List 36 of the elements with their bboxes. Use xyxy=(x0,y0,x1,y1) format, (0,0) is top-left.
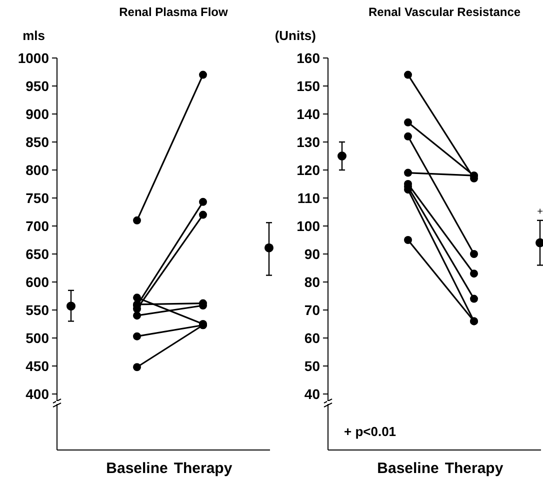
y-tick-label: 1000 xyxy=(18,50,50,66)
y-axis-title: mls xyxy=(22,28,45,43)
y-tick-label: 80 xyxy=(304,274,320,290)
x-tick-label: Baseline xyxy=(106,460,168,477)
y-axis-title: (Units) xyxy=(274,28,316,43)
y-tick-label: 800 xyxy=(26,162,50,178)
y-tick-label: 900 xyxy=(26,106,50,122)
y-tick-label: 750 xyxy=(26,190,50,206)
chart-title: Renal Vascular Resistance xyxy=(368,5,521,19)
y-tick-label: 40 xyxy=(304,386,320,402)
chart-title: Renal Plasma Flow xyxy=(119,5,229,19)
y-tick-label: 100 xyxy=(296,218,320,234)
y-tick-label: 50 xyxy=(304,358,320,374)
annotation: + p<0.01 xyxy=(344,424,396,439)
y-tick-label: 950 xyxy=(26,78,50,94)
y-tick-label: 700 xyxy=(26,218,50,234)
y-tick-label: 850 xyxy=(26,134,50,150)
y-tick-label: 120 xyxy=(296,162,320,178)
y-tick-label: 150 xyxy=(296,78,320,94)
y-tick-label: 140 xyxy=(296,106,320,122)
y-tick-label: 450 xyxy=(26,358,50,374)
y-tick-label: 160 xyxy=(296,50,320,66)
y-tick-label: 60 xyxy=(304,330,320,346)
y-tick-label: 650 xyxy=(26,246,50,262)
y-tick-label: 130 xyxy=(296,134,320,150)
x-tick-label: Therapy xyxy=(174,460,233,477)
y-tick-label: 500 xyxy=(26,330,50,346)
y-tick-label: 550 xyxy=(26,302,50,318)
y-tick-label: 400 xyxy=(26,386,50,402)
x-tick-label: Therapy xyxy=(444,460,504,477)
annotation: + xyxy=(537,206,543,218)
y-tick-label: 90 xyxy=(304,246,320,262)
y-tick-label: 600 xyxy=(26,274,50,290)
y-tick-label: 70 xyxy=(304,302,320,318)
x-tick-label: Baseline xyxy=(377,460,439,477)
y-tick-label: 110 xyxy=(297,190,320,206)
